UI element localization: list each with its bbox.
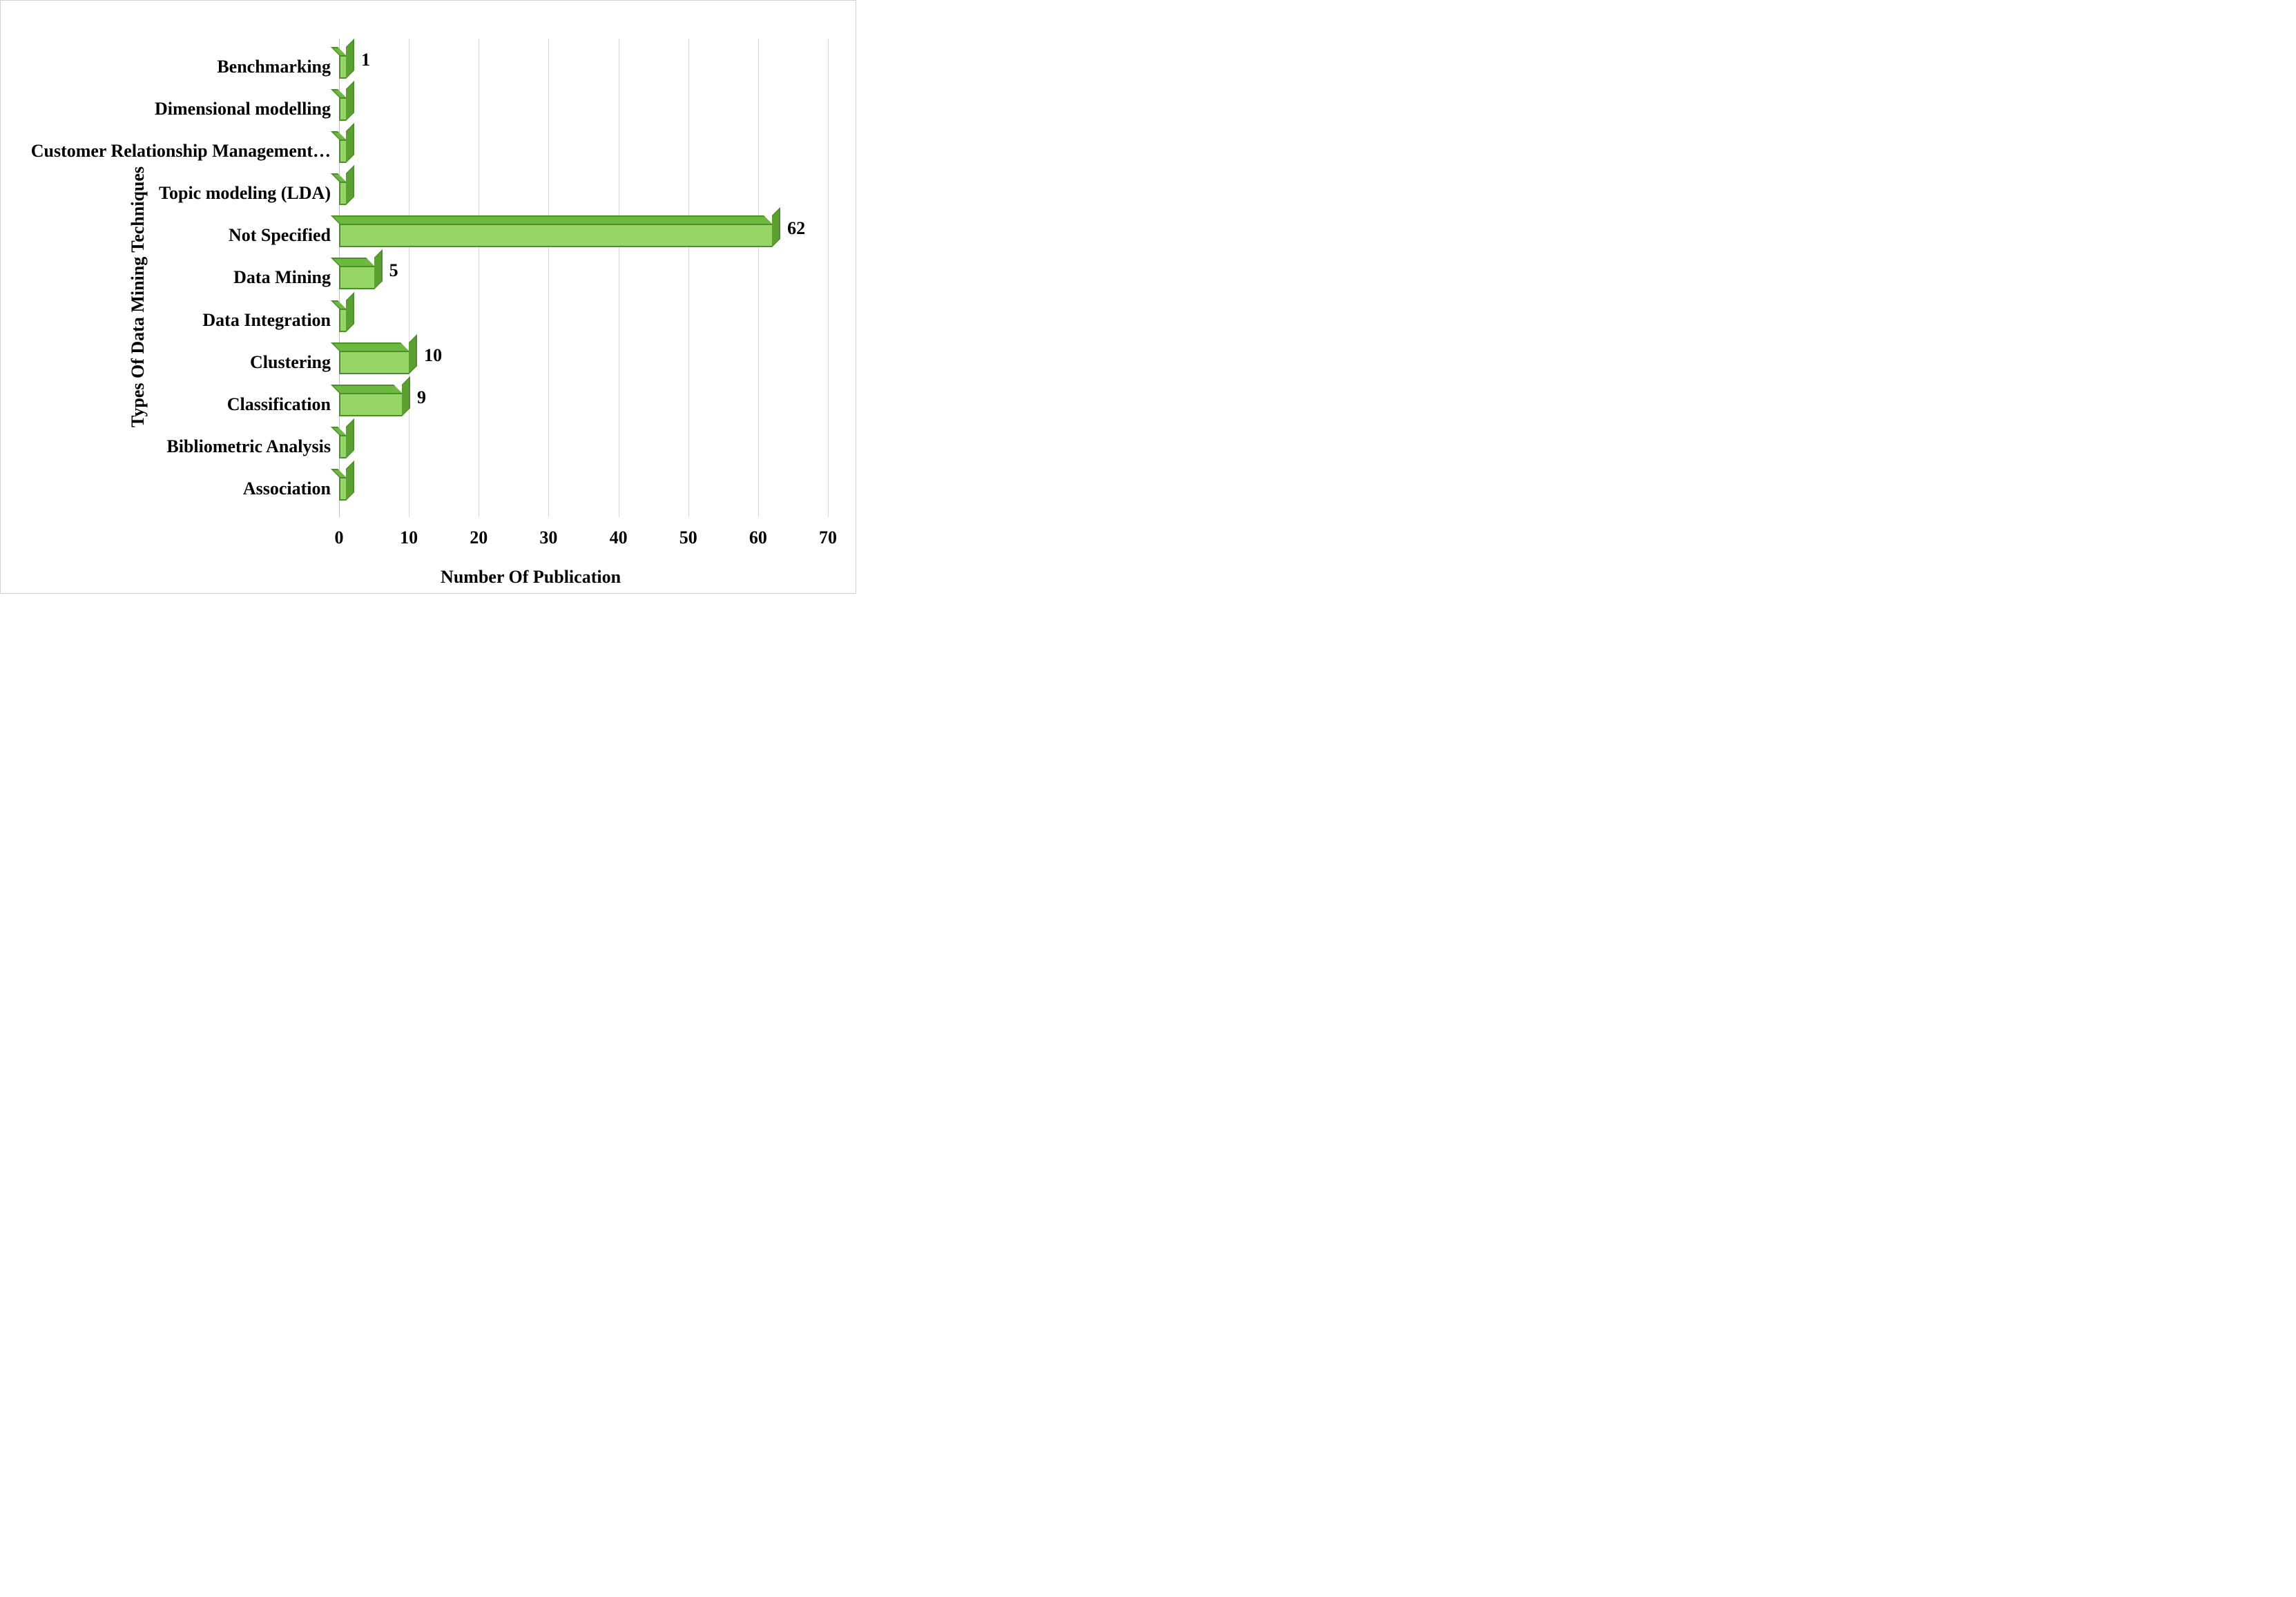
bar-category-label: Topic modeling (LDA)	[159, 183, 331, 204]
bar-side-face	[772, 207, 780, 247]
bar-category-label: Classification	[227, 394, 331, 415]
bar-row: Customer Relationship Management…	[339, 134, 828, 168]
bar-row: Association	[339, 472, 828, 506]
x-tick-label: 20	[470, 528, 488, 548]
bar-category-label: Clustering	[250, 352, 331, 373]
x-tick-label: 70	[819, 528, 837, 548]
bar-side-face	[346, 81, 354, 121]
bar-top-face	[331, 469, 346, 477]
bar-front-face	[339, 393, 402, 416]
bar-top-face	[331, 385, 402, 393]
bar-row: Classification9	[339, 387, 828, 422]
bars-region: Benchmarking1 Dimensional modelling Custom…	[339, 46, 828, 510]
x-axis-title: Number Of Publication	[441, 567, 621, 588]
gridline	[828, 39, 829, 517]
y-axis-title: Types Of Data Mining Techniques	[128, 166, 148, 427]
bar-top-face	[331, 131, 346, 139]
bar-3d	[339, 435, 346, 458]
bar-top-face	[331, 342, 409, 351]
bar-side-face	[346, 165, 354, 205]
bar-row: Bibliometric Analysis	[339, 429, 828, 464]
bar-value-label: 10	[424, 345, 442, 366]
bar-front-face	[339, 55, 346, 79]
bar-top-face	[331, 89, 346, 97]
bar-top-face	[331, 300, 346, 309]
bar-3d: 62	[339, 224, 772, 247]
x-tick-label: 10	[400, 528, 418, 548]
bar-value-label: 5	[389, 260, 398, 281]
bar-top-face	[331, 173, 346, 182]
bar-side-face	[346, 123, 354, 163]
plot-area: Benchmarking1 Dimensional modelling Custom…	[339, 39, 828, 517]
bar-value-label: 9	[417, 387, 426, 408]
bar-front-face	[339, 224, 772, 247]
x-tick-label: 40	[610, 528, 628, 548]
bar-category-label: Benchmarking	[217, 57, 331, 77]
x-ticks: 010203040506070	[339, 528, 828, 548]
bar-3d	[339, 182, 346, 205]
bar-side-face	[346, 418, 354, 458]
bar-3d: 5	[339, 266, 374, 289]
bar-category-label: Association	[243, 478, 331, 499]
bar-front-face	[339, 435, 346, 458]
bar-side-face	[409, 334, 417, 374]
bar-top-face	[331, 427, 346, 435]
bar-side-face	[374, 249, 383, 289]
bar-side-face	[402, 376, 410, 416]
bar-category-label: Bibliometric Analysis	[166, 436, 331, 457]
bar-row: Benchmarking1	[339, 50, 828, 84]
bar-category-label: Data Mining	[233, 267, 331, 288]
bar-3d: 9	[339, 393, 402, 416]
chart-container: Types Of Data Mining Techniques Number O…	[0, 0, 856, 594]
bar-front-face	[339, 139, 346, 163]
bar-row: Data Mining5	[339, 260, 828, 295]
bar-category-label: Dimensional modelling	[155, 99, 331, 119]
bar-row: Clustering10	[339, 345, 828, 380]
bar-front-face	[339, 266, 374, 289]
bar-side-face	[346, 461, 354, 501]
bar-category-label: Not Specified	[229, 225, 331, 246]
x-tick-label: 30	[539, 528, 557, 548]
bar-top-face	[331, 47, 346, 55]
bar-row: Data Integration	[339, 303, 828, 338]
bar-3d	[339, 477, 346, 501]
bar-category-label: Customer Relationship Management…	[31, 141, 331, 162]
bar-top-face	[331, 215, 772, 224]
bar-front-face	[339, 309, 346, 332]
bar-value-label: 1	[361, 50, 370, 70]
bar-value-label: 62	[787, 218, 805, 239]
bar-front-face	[339, 351, 409, 374]
bar-row: Not Specified62	[339, 218, 828, 253]
bar-front-face	[339, 97, 346, 121]
bar-3d: 1	[339, 55, 346, 79]
bar-side-face	[346, 292, 354, 332]
bar-side-face	[346, 39, 354, 79]
bar-3d	[339, 309, 346, 332]
x-tick-label: 50	[679, 528, 697, 548]
bar-front-face	[339, 477, 346, 501]
bar-top-face	[331, 258, 374, 266]
x-tick-label: 0	[335, 528, 344, 548]
bar-3d: 10	[339, 351, 409, 374]
bar-front-face	[339, 182, 346, 205]
bar-row: Dimensional modelling	[339, 92, 828, 126]
bar-3d	[339, 97, 346, 121]
bar-3d	[339, 139, 346, 163]
bar-row: Topic modeling (LDA)	[339, 176, 828, 211]
x-tick-label: 60	[749, 528, 767, 548]
bar-category-label: Data Integration	[202, 310, 331, 331]
